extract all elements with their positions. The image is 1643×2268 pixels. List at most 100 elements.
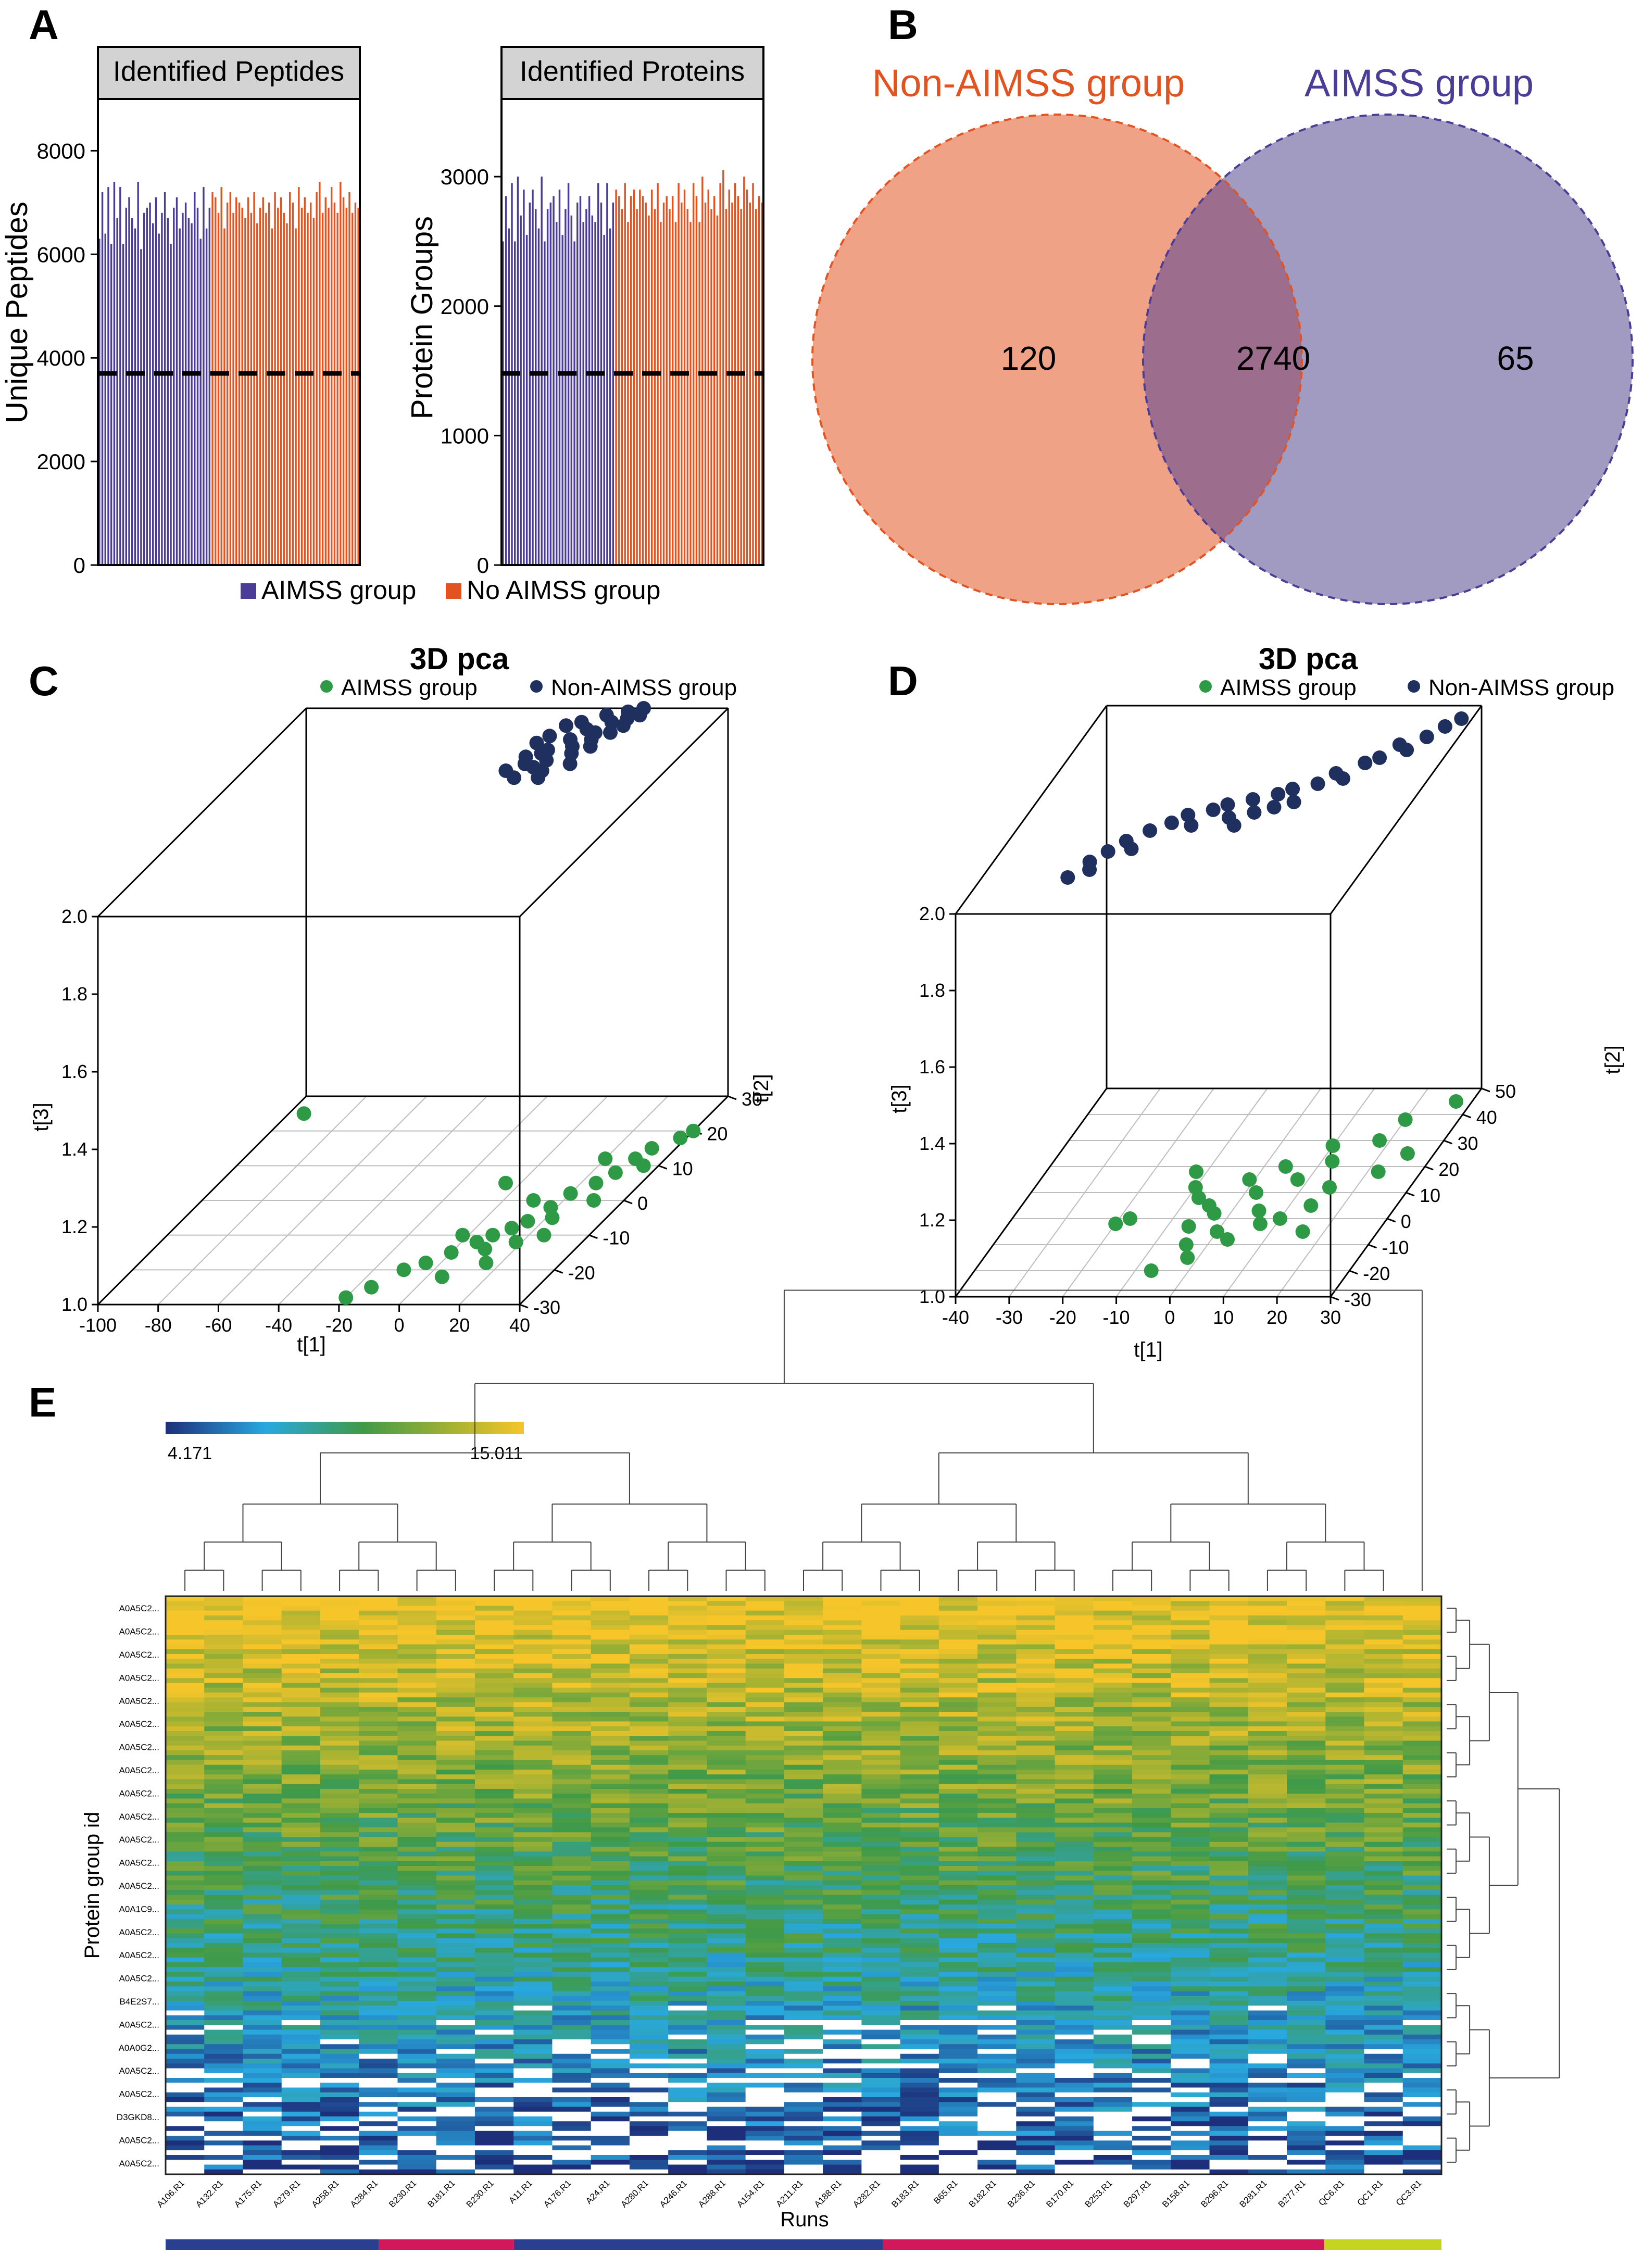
heatmap-cell [668,1871,707,1876]
heatmap-cell [1248,1615,1287,1621]
heatmap-cell [1132,1991,1171,1997]
heatmap-cell [745,1861,785,1866]
heatmap-cell [204,2001,244,2006]
heatmap-cell [668,1625,707,1631]
heatmap-cell [668,1673,707,1678]
heatmap-cell [784,1837,823,1843]
heatmap-cell [900,1639,939,1645]
heatmap-cell [474,2160,514,2165]
heatmap-cell [1325,1875,1365,1881]
heatmap-cell [1093,1875,1133,1881]
heatmap-cell [397,1731,437,1736]
heatmap-cell [1132,2001,1171,2006]
heatmap-cell [1171,1649,1210,1655]
heatmap-cell [1132,2015,1171,2021]
heatmap-cell [397,1712,437,1717]
heatmap-cell [1248,1856,1287,1862]
bar-no-aimss-34 [716,215,719,565]
heatmap-cell [1171,1808,1210,1813]
heatmap-cell [823,2010,862,2016]
heatmap-cell [1055,1880,1094,1886]
heatmap-cell [1093,1890,1133,1896]
heatmap-cell [900,1750,939,1756]
heatmap-cell [320,1731,359,1736]
heatmap-cell [320,2102,359,2108]
heatmap-cell [1248,1832,1287,1838]
heatmap-cell [977,1716,1017,1722]
heatmap-cell [166,1996,205,2001]
heatmap-cell [359,1716,398,1722]
heatmap-cell [166,1625,205,1631]
heatmap-cell [1016,2025,1056,2031]
heatmap-cell [1287,1890,1326,1896]
heatmap-cell [1016,1948,1056,1953]
heatmap-cell [474,1866,514,1871]
heatmap-cell [166,1827,205,1833]
heatmap-cell [784,1822,823,1828]
heatmap-cell [243,1875,282,1881]
pca-point-aimss-4 [1207,1206,1222,1221]
heatmap-cell [1209,1654,1249,1659]
heatmap-cell [1287,1644,1326,1650]
heatmap-cell [436,1914,475,1920]
heatmap-cell [1055,2001,1094,2006]
heatmap-cell [474,1755,514,1761]
heatmap-cell [938,1957,978,1963]
heatmap-cell [629,2102,669,2108]
heatmap-cell [320,1601,359,1607]
heatmap-cell [784,1952,823,1958]
heatmap-cell [900,2097,939,2102]
heatmap-cell [938,1721,978,1727]
pca-point-aimss-23 [536,1227,551,1243]
heatmap-cell [436,1740,475,1746]
heatmap-cell [397,1635,437,1640]
heatmap-cell [552,1924,592,1929]
heatmap-cell [823,2059,862,2064]
heatmap-cell [552,1760,592,1765]
heatmap-cell [1402,1847,1442,1852]
heatmap-cell [474,1673,514,1678]
heatmap-cell [1248,2034,1287,2040]
heatmap-cell [243,2169,282,2175]
heatmap-cell [1171,1871,1210,1876]
heatmap-cell [861,1798,901,1804]
heatmap-cell [1325,1630,1365,1635]
heatmap-cell [861,1895,901,1900]
heatmap-cell [938,1818,978,1823]
heatmap-cell [938,1673,978,1678]
heatmap-cell [1287,2059,1326,2064]
heatmap-cell [436,2107,475,2112]
heatmap-cell [1132,1779,1171,1785]
heatmap-cell [784,1924,823,1929]
heatmap-cell [1364,2078,1403,2083]
heatmap-cell [668,2121,707,2127]
bar-no-aimss-35 [719,183,721,566]
heatmap-cell [823,1663,862,1669]
heatmap-cell [1171,1818,1210,1823]
bar-no-aimss-24 [283,212,285,565]
heatmap-cell [1364,1962,1403,1968]
heatmap-cell [1016,1630,1056,1635]
heatmap-cell [707,1928,746,1934]
heatmap-cell [784,2083,823,2088]
heatmap-cell [359,1818,398,1823]
heatmap-cell [1093,2034,1133,2040]
row-label: A0A5C2... [119,1650,160,1660]
heatmap-cell [513,1924,553,1929]
bar-aimss-18 [556,222,558,565]
heatmap-cell [1093,1976,1133,1982]
heatmap-cell [1287,1740,1326,1746]
heatmap-cell [1055,2140,1094,2146]
heatmap-cell [1016,2015,1056,2021]
heatmap-cell [861,1770,901,1775]
heatmap-cell [359,1770,398,1775]
heatmap-cell [823,1644,862,1650]
heatmap-cell [397,1654,437,1659]
venn-count-overlap: 2740 [1236,340,1310,377]
heatmap-cell [823,2116,862,2122]
heatmap-cell [1016,2029,1056,2035]
heatmap-cell [552,1967,592,1973]
heatmap-cell [1364,1952,1403,1958]
panel-b-venn-diagram: Non-AIMSS group AIMSS group 120 2740 65 [811,61,1634,605]
heatmap-cell [320,1745,359,1751]
